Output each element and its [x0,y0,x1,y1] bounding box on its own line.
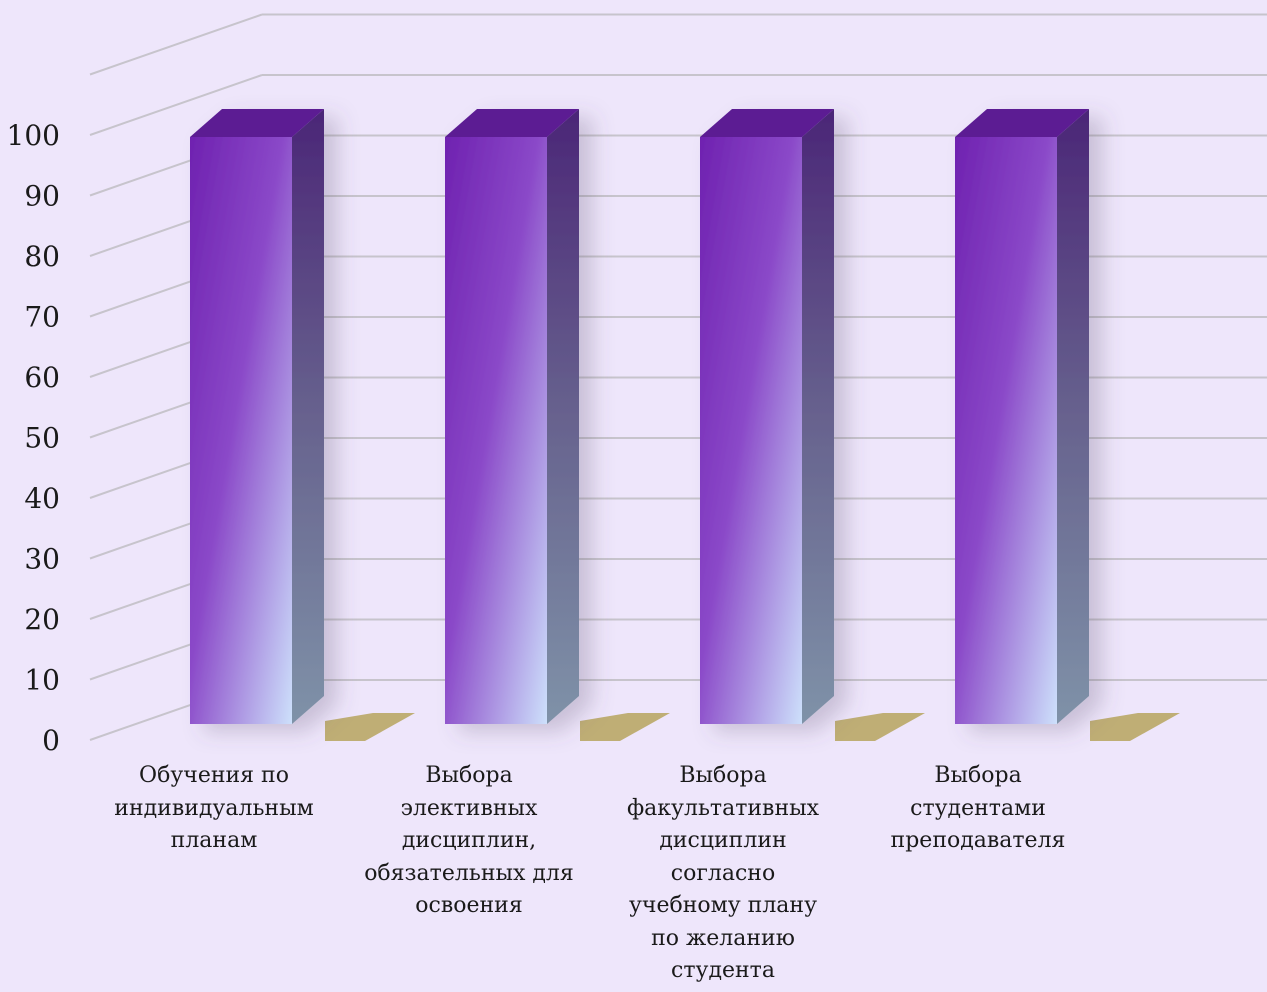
x-category-label-line: Обучения по [139,763,289,788]
x-category-label: Выбора элективных дисциплин, обязательных д… [349,760,589,923]
y-tick-label: 50 [24,422,60,455]
bar-series2 [325,713,415,741]
x-category-label-line: освоения [415,893,523,918]
x-category-label-line: дисциплин [659,828,787,853]
y-tick-label: 20 [24,603,60,636]
x-category-label-line: факультативных [626,795,820,821]
x-category-label-line: элективных [400,795,538,821]
x-category-label: Выбора факультативных дисциплин согласно уче… [603,760,843,988]
x-category-label-line: Выбора [425,763,513,788]
y-tick-label: 90 [24,180,60,213]
x-category-label-line: преподавателя [890,828,1066,853]
y-tick-label: 80 [24,240,60,273]
x-category-label-line: индивидуальным [114,795,314,821]
bar-series2 [835,713,925,741]
x-category-label: Обучения по индивидуальным планам [94,760,334,858]
bar [700,109,834,724]
bars [190,109,1180,741]
x-category-label: Выбора студентами преподавателя [858,760,1098,858]
gridline-diagonal [89,13,263,76]
x-category-label-line: Выбора [934,763,1022,788]
y-tick-label: 0 [42,724,60,757]
y-tick-label: 30 [24,543,60,576]
y-tick-label: 70 [24,301,60,334]
x-category-label-line: по желанию [651,925,795,951]
y-tick-label: 10 [24,664,60,697]
gridline-diagonal [89,74,263,136]
bar-series2 [580,713,670,741]
x-category-label-line: дисциплин, [401,828,537,853]
x-category-label-line: учебному плану [628,893,818,918]
x-category-label-line: согласно [670,860,776,886]
y-tick-label: 100 [7,119,60,152]
x-category-label-line: планам [170,828,258,853]
x-category-label-line: Выбора [679,763,767,788]
y-axis-tick-labels: 0 10 20 30 40 50 60 70 80 90 100 [7,119,60,757]
bar [955,109,1089,724]
bar [445,109,579,724]
bar [190,109,324,724]
y-tick-label: 60 [24,361,60,394]
x-category-label-line: обязательных для [364,860,574,886]
x-category-label-line: студента [671,958,775,983]
x-category-label-line: студентами [910,795,1046,821]
y-tick-label: 40 [24,482,60,515]
bar-series2 [1090,713,1180,741]
